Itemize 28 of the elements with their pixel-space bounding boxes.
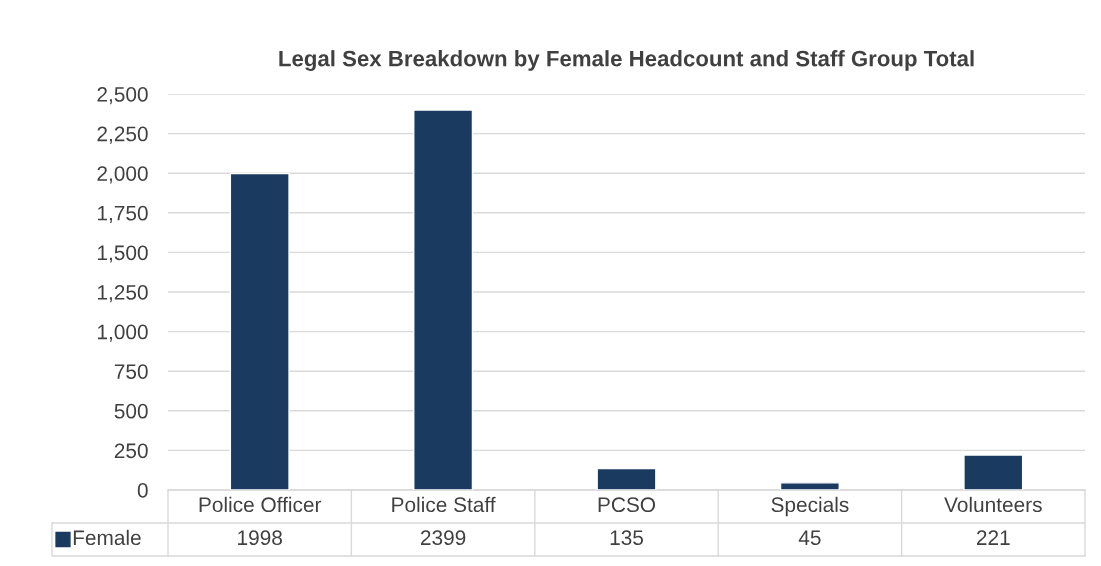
chart-title: Legal Sex Breakdown by Female Headcount and Staff Group Total	[279, 50, 974, 71]
legend-label: Female	[73, 529, 141, 546]
bar	[963, 454, 1024, 490]
x-tick-label: PCSO	[598, 497, 656, 513]
x-tick-label: Volunteers	[944, 496, 1042, 513]
y-tick-label: 0	[137, 483, 148, 498]
y-tick-label: 1,250	[98, 285, 148, 303]
y-tick-label: 2,250	[97, 126, 148, 144]
y-tick-label: 750	[114, 364, 148, 379]
x-tick-label: Specials	[771, 496, 849, 517]
data-label: 1998	[238, 530, 282, 546]
y-tick-label: 2,500	[97, 87, 148, 105]
bar	[229, 172, 290, 490]
bar	[779, 482, 840, 490]
x-tick-label: Police Officer	[199, 496, 322, 513]
bar	[596, 467, 657, 490]
y-tick-label: 1,500	[98, 245, 148, 263]
y-tick-label: 250	[114, 443, 148, 459]
data-label: 45	[798, 530, 821, 546]
data-label: 221	[976, 530, 1010, 545]
bar	[413, 109, 474, 490]
data-label: 135	[610, 530, 644, 546]
x-tick-label: Police Staff	[392, 496, 496, 513]
y-tick-label: 500	[114, 403, 148, 419]
y-tick-label: 1,000	[98, 324, 148, 342]
data-label: 2399	[420, 530, 466, 546]
y-tick-label: 2,000	[97, 166, 148, 184]
y-tick-label: 1,750	[98, 205, 148, 224]
